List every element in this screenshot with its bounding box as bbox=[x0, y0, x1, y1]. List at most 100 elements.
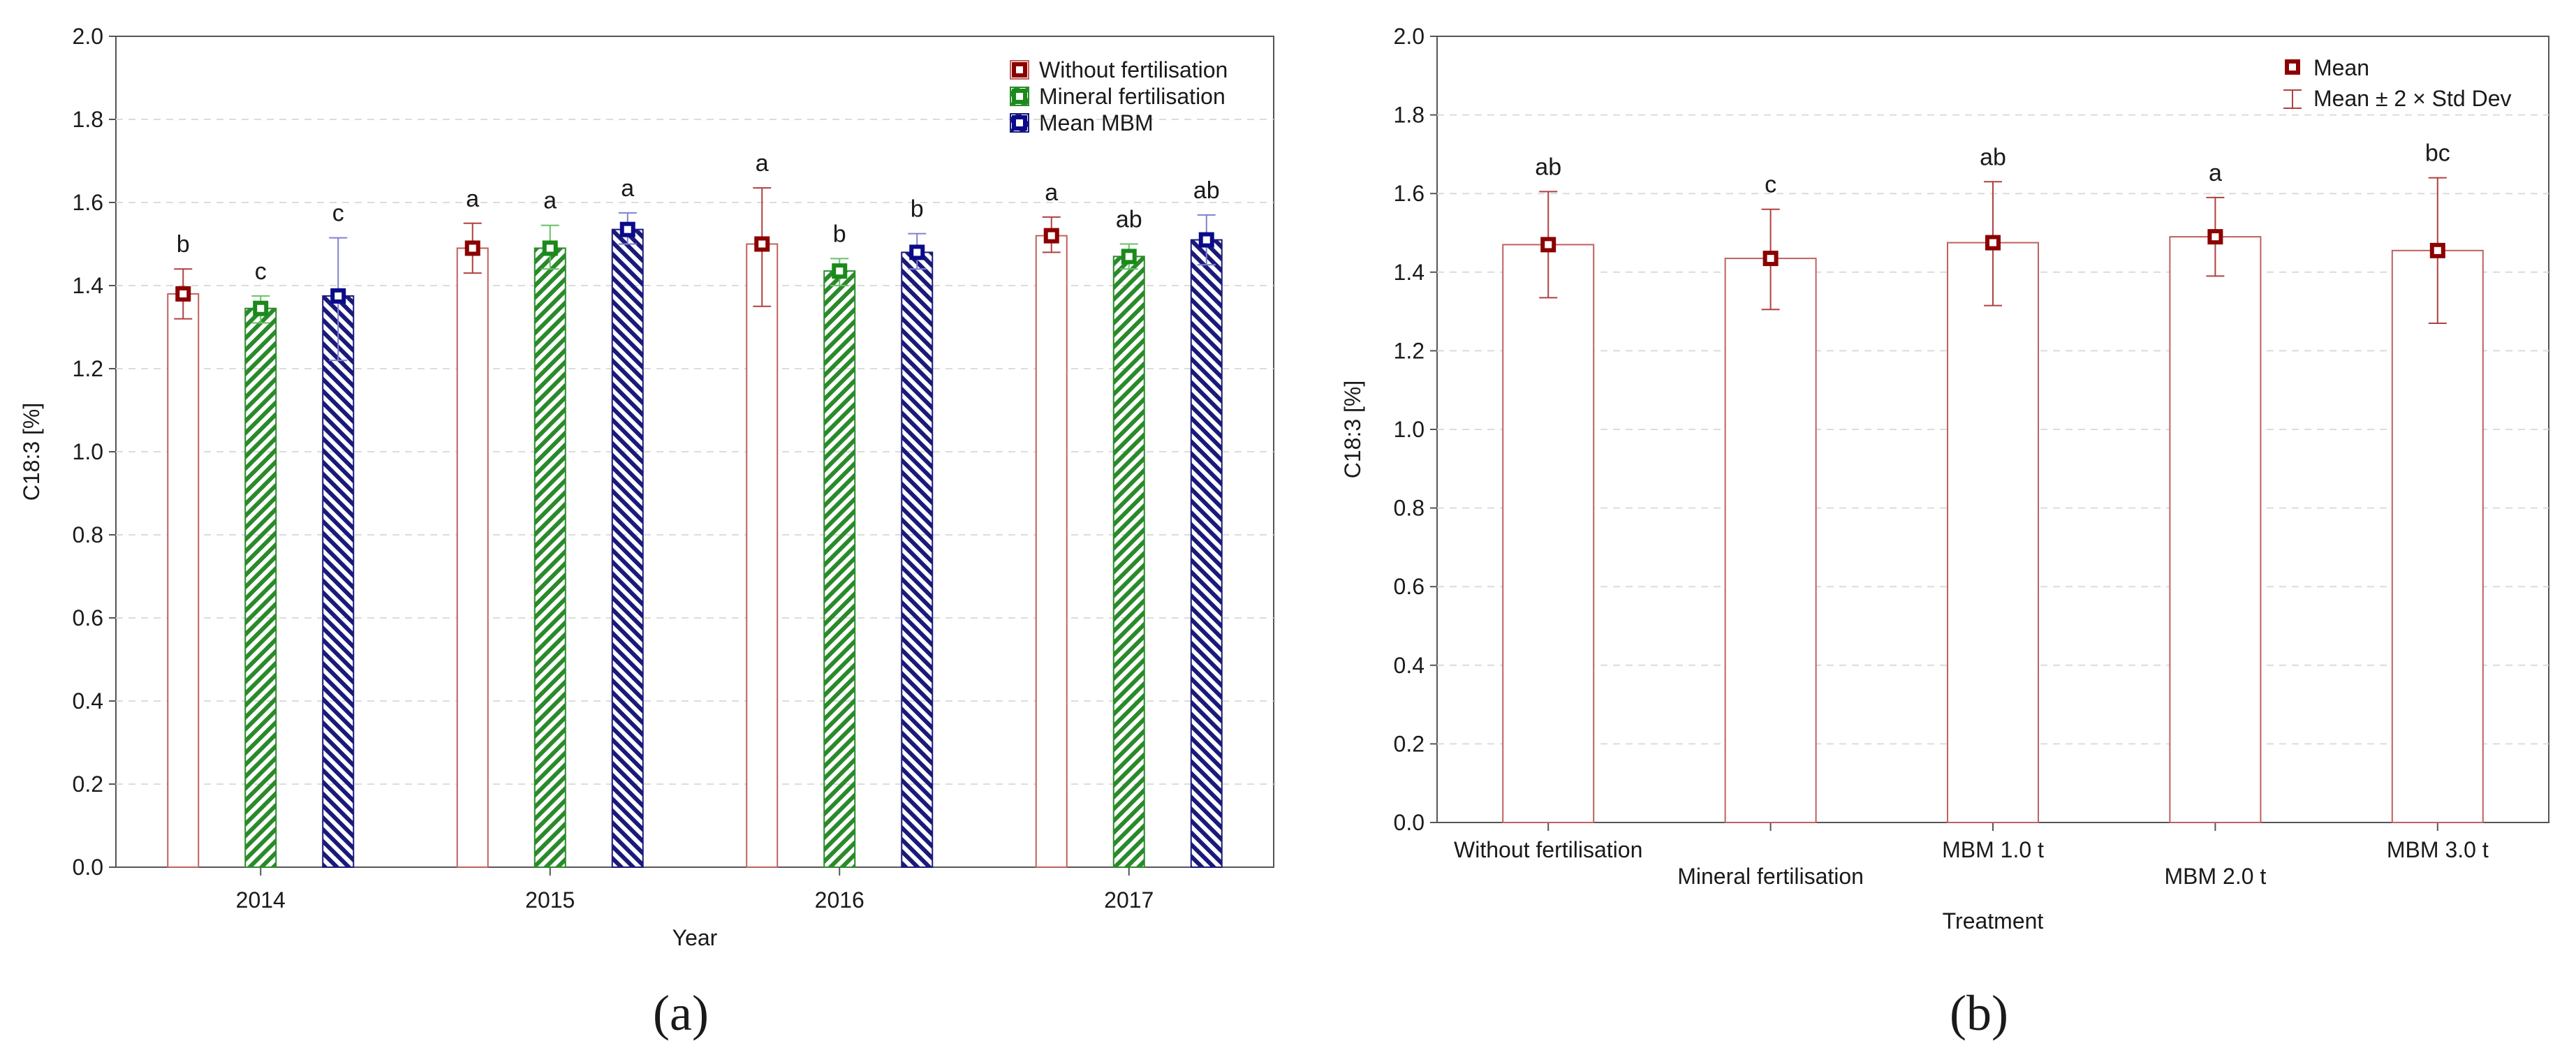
x-tick-label-2017: 2017 bbox=[1104, 887, 1154, 913]
bar-mineral-fertilisation-2017 bbox=[1112, 256, 1145, 869]
y-tick-label: 1.8 bbox=[73, 107, 103, 132]
chart-panel-a: 0.00.20.40.60.81.01.21.41.61.82.0 2014 20… bbox=[19, 24, 1274, 1041]
bar-mbm-2-0-t bbox=[2169, 236, 2262, 823]
y-tick-label: 1.6 bbox=[73, 190, 103, 215]
significance-letter: a bbox=[466, 186, 479, 212]
y-tick-label: 0.8 bbox=[1394, 496, 1425, 521]
legend-label-0: Without fertilisation bbox=[1039, 57, 1228, 82]
significance-letter: ab bbox=[1980, 144, 2006, 170]
mean-marker-4-center bbox=[2434, 246, 2441, 254]
bar-mineral-fertilisation-2015 bbox=[533, 247, 566, 868]
significance-letter: ab bbox=[1193, 177, 1220, 204]
legend-label-stddev: Mean ± 2 × Std Dev bbox=[2313, 86, 2511, 111]
y-tick-label: 0.6 bbox=[1394, 574, 1425, 599]
significance-letter: a bbox=[621, 175, 634, 202]
mean-marker-2-center bbox=[1989, 239, 1996, 246]
legend-label-1: Mineral fertilisation bbox=[1039, 84, 1226, 109]
x-tick-label: Without fertilisation bbox=[1454, 837, 1642, 862]
y-tick-label: 1.4 bbox=[1394, 260, 1425, 285]
mean-marker-2-2017-center bbox=[1202, 236, 1210, 244]
y-tick-label: 1.0 bbox=[73, 439, 103, 464]
x-tick-label: MBM 3.0 t bbox=[2387, 837, 2489, 862]
mean-marker-1-2014-center bbox=[257, 304, 265, 312]
significance-letter: b bbox=[911, 196, 924, 223]
mean-marker-1-2016-center bbox=[836, 267, 844, 275]
x-tick-label: MBM 1.0 t bbox=[1942, 837, 2044, 862]
legend-marker-0-center bbox=[1016, 66, 1023, 73]
panel-label-a: (a) bbox=[653, 985, 709, 1041]
y-tick-label: 1.8 bbox=[1394, 103, 1425, 128]
significance-letter: b bbox=[833, 221, 846, 247]
gridlines-a bbox=[116, 119, 1274, 785]
significance-letter: ab bbox=[1535, 154, 1561, 180]
significance-letter: b bbox=[177, 231, 190, 258]
y-tick-label: 0.8 bbox=[73, 522, 103, 547]
x-tick-label: Mineral fertilisation bbox=[1677, 864, 1864, 889]
significance-letter: a bbox=[756, 150, 769, 177]
mean-marker-2-2014-center bbox=[334, 292, 342, 300]
bar-mbm-3-0-t bbox=[2391, 249, 2484, 823]
legend-label-mean: Mean bbox=[2313, 55, 2369, 80]
legend-marker-2-center bbox=[1016, 119, 1023, 126]
significance-letter: a bbox=[1045, 179, 1058, 206]
y-axis-b: 0.0 0.2 0.4 0.6 0.8 1.0 1.2 1.4 1.6 1.8 2.0 bbox=[1394, 24, 1437, 835]
y-tick-label: 1.2 bbox=[1394, 338, 1425, 363]
bar-mineral-fertilisation-2016 bbox=[823, 270, 856, 868]
x-tick-label-2016: 2016 bbox=[815, 887, 864, 913]
legend-mean-marker-center bbox=[2289, 64, 2296, 71]
mean-marker-0-center bbox=[1545, 241, 1552, 249]
x-axis-a: 2014 2015 2016 2017 bbox=[236, 867, 1154, 913]
x-axis-b: Without fertilisation Mineral fertilisati… bbox=[1454, 822, 2489, 889]
y-tick-label: 0.4 bbox=[73, 688, 103, 714]
significance-letter: c bbox=[332, 200, 344, 227]
mean-marker-1-2015-center bbox=[546, 244, 554, 252]
bar-mineral-fertilisation-2014 bbox=[244, 307, 277, 869]
bar-mineral-fertilisation bbox=[1724, 258, 1817, 824]
bar-without-fertilisation-2016 bbox=[746, 243, 779, 868]
x-tick-label-2014: 2014 bbox=[236, 887, 286, 913]
mean-marker-3-center bbox=[2211, 233, 2219, 241]
legend-b: Mean Mean ± 2 × Std Dev bbox=[2283, 55, 2511, 111]
panel-label-b: (b) bbox=[1950, 985, 2008, 1041]
y-tick-label: 0.0 bbox=[73, 855, 103, 880]
bar-without-fertilisation-2015 bbox=[456, 247, 489, 868]
x-axis-label-a: Year bbox=[672, 925, 718, 950]
significance-letter: ab bbox=[1116, 207, 1142, 233]
significance-letter: c bbox=[1765, 172, 1776, 198]
y-axis-label-a: C18:3 [%] bbox=[19, 403, 44, 501]
legend-label-2: Mean MBM bbox=[1039, 110, 1154, 135]
mean-marker-1-2017-center bbox=[1125, 253, 1133, 260]
significance-letter: c bbox=[255, 258, 267, 285]
significance-letter: a bbox=[543, 188, 557, 214]
bar-mean-mbm-2016 bbox=[901, 251, 934, 868]
x-axis-label-b: Treatment bbox=[1943, 908, 2044, 934]
y-tick-label: 1.4 bbox=[73, 273, 103, 298]
y-tick-label: 0.2 bbox=[73, 772, 103, 797]
mean-marker-2-2015-center bbox=[624, 226, 631, 233]
y-tick-label: 1.0 bbox=[1394, 417, 1425, 442]
bar-without-fertilisation-2014 bbox=[167, 293, 200, 868]
mean-marker-0-2017-center bbox=[1047, 232, 1055, 239]
x-tick-label: MBM 2.0 t bbox=[2164, 864, 2266, 889]
significance-letter: bc bbox=[2425, 140, 2450, 167]
mean-marker-0-2014-center bbox=[179, 290, 187, 297]
chart-panel-b: 0.0 0.2 0.4 0.6 0.8 1.0 1.2 1.4 1.6 1.8 2.0 Withou… bbox=[1340, 24, 2549, 1041]
x-tick-label-2015: 2015 bbox=[525, 887, 575, 913]
y-tick-label: 1.2 bbox=[73, 356, 103, 381]
y-tick-label: 2.0 bbox=[73, 24, 103, 49]
y-axis-a: 0.0 0.2 0.4 0.6 0.8 1.0 1.2 1.4 1.6 1.8 2.0 bbox=[73, 24, 116, 880]
mean-marker-1-center bbox=[1767, 255, 1774, 263]
y-tick-label: 0.0 bbox=[1394, 810, 1425, 835]
y-tick-label: 0.4 bbox=[1394, 653, 1425, 678]
y-tick-label: 0.6 bbox=[73, 605, 103, 630]
mean-marker-0-2015-center bbox=[469, 244, 476, 252]
y-tick-label: 2.0 bbox=[1394, 24, 1425, 49]
y-axis-label-b: C18:3 [%] bbox=[1340, 381, 1365, 479]
mean-marker-2-2016-center bbox=[913, 249, 921, 256]
mean-marker-0-2016-center bbox=[758, 240, 766, 248]
y-tick-label: 1.6 bbox=[1394, 181, 1425, 206]
bar-without-fertilisation-2017 bbox=[1035, 235, 1068, 869]
